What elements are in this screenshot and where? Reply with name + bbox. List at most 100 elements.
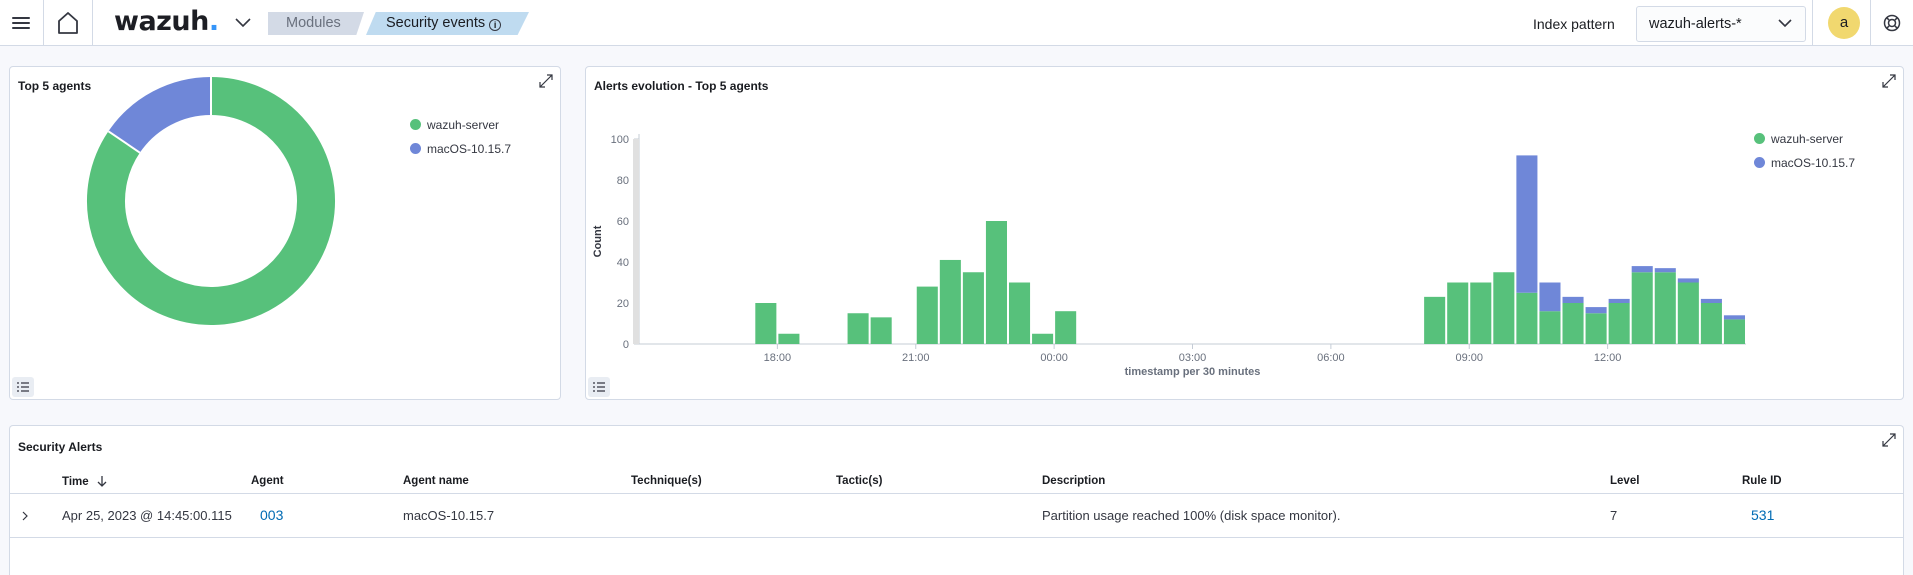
sort-descending-icon xyxy=(97,476,107,487)
alerts-evolution-bar-chart: 0 20 40 60 80 100 Count 18:00 21:00 00:00 03:00 06:… xyxy=(592,134,1746,378)
bar-wazuh-server-08:30[interactable] xyxy=(1447,282,1469,345)
column-header-agent[interactable]: Agent xyxy=(251,475,284,487)
donut-slice-macOS-10.15.7[interactable] xyxy=(108,77,212,154)
current-time-marker xyxy=(633,139,639,344)
bar-macOS-10.15.7-12:30[interactable] xyxy=(1631,266,1653,273)
column-header-level[interactable]: Level xyxy=(1610,475,1640,487)
y-tick-label: 60 xyxy=(617,216,629,228)
cell-level: 7 xyxy=(1610,508,1618,523)
bar-wazuh-server-10:30[interactable] xyxy=(1539,311,1561,344)
list-icon xyxy=(593,382,605,392)
bar-wazuh-server-20:00[interactable] xyxy=(870,317,892,344)
bar-wazuh-server-12:00[interactable] xyxy=(1608,303,1630,344)
bar-macOS-10.15.7-13:00[interactable] xyxy=(1654,268,1676,273)
menu-line xyxy=(12,22,30,24)
column-label: Time xyxy=(62,476,89,488)
x-tick-label: 03:00 xyxy=(1179,352,1207,364)
y-tick-label: 20 xyxy=(617,298,629,310)
bar-wazuh-server-22:00[interactable] xyxy=(962,272,984,344)
divider xyxy=(92,0,93,46)
bar-wazuh-server-17:30[interactable] xyxy=(755,303,777,344)
help-button[interactable] xyxy=(1882,13,1902,33)
bar-wazuh-server-13:30[interactable] xyxy=(1677,282,1699,345)
bar-wazuh-server-09:30[interactable] xyxy=(1493,272,1515,344)
breadcrumb-security-events[interactable]: Security events i xyxy=(366,12,529,35)
cell-description: Partition usage reached 100% (disk space… xyxy=(1042,508,1341,523)
wazuh-logo[interactable]: wazuh. xyxy=(114,6,219,37)
column-header-rule-id[interactable]: Rule ID xyxy=(1742,475,1782,487)
bar-wazuh-server-12:30[interactable] xyxy=(1631,272,1653,344)
bar-wazuh-server-23:30[interactable] xyxy=(1032,333,1054,344)
info-icon[interactable]: i xyxy=(489,19,502,31)
user-avatar[interactable]: a xyxy=(1828,7,1860,39)
index-pattern-label: Index pattern xyxy=(1533,16,1615,32)
app-menu-toggle[interactable] xyxy=(232,12,254,34)
bar-macOS-10.15.7-14:30[interactable] xyxy=(1723,315,1745,320)
bar-macOS-10.15.7-11:00[interactable] xyxy=(1562,296,1584,303)
cell-rule-id-link[interactable]: 531 xyxy=(1751,507,1775,523)
cell-agent-name: macOS-10.15.7 xyxy=(403,508,495,523)
expand-panel-button[interactable] xyxy=(1881,432,1897,448)
toggle-legend-button[interactable] xyxy=(588,377,610,397)
breadcrumb-label: Modules xyxy=(286,15,341,31)
bar-macOS-10.15.7-10:30[interactable] xyxy=(1539,282,1561,312)
y-tick-label: 80 xyxy=(617,175,629,187)
column-header-tactics[interactable]: Tactic(s) xyxy=(836,475,883,487)
bar-wazuh-server-19:30[interactable] xyxy=(847,313,869,344)
bar-wazuh-server-23:00[interactable] xyxy=(1009,282,1031,345)
bar-wazuh-server-21:00[interactable] xyxy=(916,286,938,344)
bar-macOS-10.15.7-10:00[interactable] xyxy=(1516,155,1538,293)
index-pattern-select[interactable]: wazuh-alerts-* xyxy=(1636,6,1806,42)
donut-slice-separator xyxy=(107,130,141,154)
bar-wazuh-server-08:00[interactable] xyxy=(1424,296,1446,344)
column-header-agent-name[interactable]: Agent name xyxy=(403,475,469,487)
donut-slice-wazuh-server[interactable] xyxy=(87,77,335,325)
y-tick-label: 0 xyxy=(623,339,629,351)
chevron-right-icon[interactable] xyxy=(20,511,30,521)
bar-wazuh-server-10:00[interactable] xyxy=(1516,292,1538,344)
breadcrumb-modules[interactable]: Modules xyxy=(268,12,364,35)
y-axis-title: Count xyxy=(592,225,604,257)
menu-line xyxy=(12,27,30,29)
home-icon xyxy=(58,12,78,34)
panel-title: Security Alerts xyxy=(18,440,103,454)
legend-item-macos[interactable]: macOS-10.15.7 xyxy=(1754,156,1855,170)
legend-dot xyxy=(1754,157,1765,168)
cell-agent-link[interactable]: 003 xyxy=(260,507,284,523)
bar-macOS-10.15.7-14:00[interactable] xyxy=(1700,298,1722,303)
x-axis-title: timestamp per 30 minutes xyxy=(1125,366,1261,378)
hamburger-menu-button[interactable] xyxy=(10,12,32,34)
toggle-legend-button[interactable] xyxy=(12,377,34,397)
column-header-techniques[interactable]: Technique(s) xyxy=(631,475,702,487)
bar-wazuh-server-11:30[interactable] xyxy=(1585,313,1607,344)
column-header-description[interactable]: Description xyxy=(1042,475,1106,487)
expand-panel-button[interactable] xyxy=(538,73,554,89)
bar-wazuh-server-09:00[interactable] xyxy=(1470,282,1492,345)
panel-title: Alerts evolution - Top 5 agents xyxy=(594,79,769,93)
top-agents-donut-chart xyxy=(87,77,335,325)
legend-item-wazuh-server[interactable]: wazuh-server xyxy=(1754,132,1843,146)
bar-wazuh-server-14:00[interactable] xyxy=(1700,303,1722,344)
bar-macOS-10.15.7-12:00[interactable] xyxy=(1608,298,1630,303)
table-row[interactable]: Apr 25, 2023 @ 14:45:00.115 003 macOS-10… xyxy=(10,494,1903,538)
legend-item-macos[interactable]: macOS-10.15.7 xyxy=(410,142,511,156)
home-button[interactable] xyxy=(55,10,81,36)
bar-wazuh-server-11:00[interactable] xyxy=(1562,303,1584,344)
bar-macOS-10.15.7-13:30[interactable] xyxy=(1677,278,1699,283)
bar-wazuh-server-22:30[interactable] xyxy=(985,221,1007,344)
divider xyxy=(1870,0,1871,46)
column-header-time[interactable]: Time xyxy=(62,475,108,488)
bar-wazuh-server-13:00[interactable] xyxy=(1654,272,1676,344)
x-tick-label: 21:00 xyxy=(902,352,930,364)
y-tick-label: 100 xyxy=(611,134,629,146)
bar-wazuh-server-14:30[interactable] xyxy=(1723,319,1745,344)
y-tick-label: 40 xyxy=(617,257,629,269)
table-header: Time Agent Agent name Technique(s) Tacti… xyxy=(10,475,1903,494)
bar-wazuh-server-21:30[interactable] xyxy=(939,259,961,344)
bar-wazuh-server-00:00[interactable] xyxy=(1055,311,1077,344)
bar-wazuh-server-18:00[interactable] xyxy=(778,333,800,344)
expand-panel-button[interactable] xyxy=(1881,73,1897,89)
bar-macOS-10.15.7-11:30[interactable] xyxy=(1585,307,1607,314)
x-tick-label: 09:00 xyxy=(1455,352,1483,364)
legend-item-wazuh-server[interactable]: wazuh-server xyxy=(410,118,499,132)
